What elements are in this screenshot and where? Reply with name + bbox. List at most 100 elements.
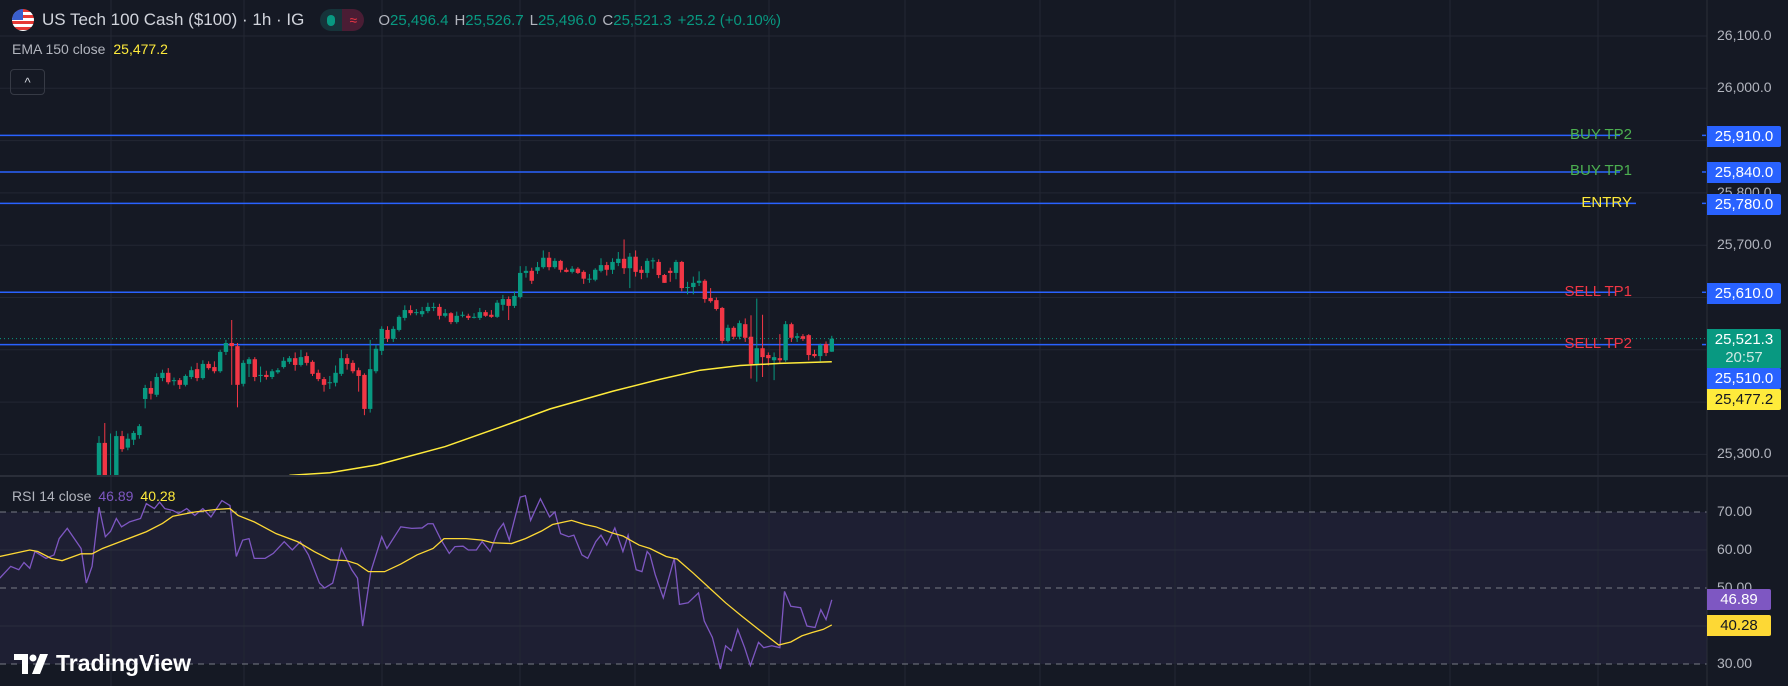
candle-body <box>96 442 102 475</box>
candle-body <box>402 310 408 318</box>
candle-body <box>725 327 731 341</box>
candle-body <box>823 344 829 353</box>
candle-body <box>489 314 494 317</box>
candle-body <box>460 314 465 316</box>
candle-body <box>512 295 517 306</box>
candle-body <box>812 353 817 357</box>
low-label: L <box>529 11 539 29</box>
candle-body <box>818 345 823 357</box>
candle-body <box>373 348 379 372</box>
rsi-legend[interactable]: RSI 14 close 46.89 40.28 <box>12 488 175 504</box>
rsi-label: RSI 14 close <box>12 488 92 504</box>
candle-body <box>777 358 783 361</box>
candle-body <box>223 343 229 352</box>
candle-body <box>252 359 257 377</box>
candle-body <box>639 269 644 273</box>
candle-body <box>154 376 159 395</box>
candle-body <box>829 338 834 352</box>
candle-body <box>523 270 529 273</box>
candle-body <box>794 336 800 338</box>
candle-body <box>800 336 806 339</box>
candle-body <box>339 358 344 374</box>
candle-body <box>546 257 552 268</box>
candle-body <box>766 355 771 359</box>
bar-countdown: 20:57 <box>1725 349 1763 366</box>
candle-body <box>217 351 223 372</box>
price-tag-buy-tp1: 25,840.0 <box>1707 162 1781 183</box>
ohlc-values: O25,496.4 H25,526.7 L25,496.0 C25,521.3 … <box>378 12 781 29</box>
candle-body <box>396 316 402 330</box>
candle-body <box>431 306 436 308</box>
candle-body <box>494 302 500 317</box>
candle-body <box>131 432 136 440</box>
open-value: 25,496.4 <box>390 11 449 29</box>
candle-body <box>275 370 281 373</box>
candle-body <box>183 375 188 385</box>
candle-body <box>575 268 581 273</box>
candle-body <box>241 362 246 384</box>
candle-body <box>754 348 759 364</box>
candle-body <box>367 369 373 409</box>
collapse-legend-button[interactable]: ^ <box>10 69 45 95</box>
candle-body <box>287 358 292 362</box>
ema-legend[interactable]: EMA 150 close 25,477.2 <box>12 41 168 57</box>
candle-body <box>477 312 483 318</box>
candle-body <box>437 306 442 316</box>
candle-body <box>125 438 131 448</box>
rsi-axis-tick: 70.00 <box>1717 503 1753 519</box>
candle-body <box>425 306 431 312</box>
rsi-axis-tick: 60.00 <box>1717 541 1753 557</box>
close-label: C <box>602 11 614 29</box>
candle-body <box>593 269 598 280</box>
ema-label: EMA 150 close <box>12 41 106 57</box>
status-pill[interactable]: ≈ <box>320 9 365 31</box>
candle-body <box>656 261 661 276</box>
ema-price-tag: 25,477.2 <box>1707 389 1781 410</box>
rsi-axis-tick: 30.00 <box>1717 655 1753 671</box>
candle-body <box>552 260 558 268</box>
last-price-value: 25,521.3 <box>1714 331 1774 348</box>
symbol-title[interactable]: US Tech 100 Cash ($100) · 1h · IG <box>42 10 305 29</box>
candle-body <box>644 260 650 273</box>
candle-body <box>246 359 252 364</box>
candle-body <box>166 372 171 383</box>
candle-body <box>298 357 304 365</box>
candle-body <box>535 267 540 271</box>
candle-body <box>362 374 367 409</box>
rsi-ma-value: 40.28 <box>140 488 176 504</box>
candle-body <box>160 372 165 379</box>
level-label-entry: ENTRY <box>1581 194 1632 211</box>
level-label-buy-tp1: BUY TP1 <box>1570 162 1632 179</box>
candle-body <box>171 380 177 382</box>
last-price-tag: 25,521.3 20:57 <box>1707 329 1781 369</box>
price-pane <box>0 134 1707 475</box>
candle-body <box>391 328 396 339</box>
candle-body <box>102 442 107 475</box>
candle-body <box>269 371 275 377</box>
rsi-line <box>0 494 833 670</box>
price-tag-buy-tp2: 25,910.0 <box>1707 126 1781 147</box>
chevron-up-icon: ^ <box>24 74 31 90</box>
candle-body <box>719 307 725 341</box>
candle-body <box>333 372 338 383</box>
candle-body <box>408 310 413 314</box>
candle-body <box>212 367 217 372</box>
candle-body <box>650 260 656 262</box>
candle-body <box>483 312 488 316</box>
rsi-ma-tag: 40.28 <box>1707 615 1771 636</box>
candle-body <box>696 280 702 283</box>
candle-body <box>316 372 321 380</box>
candle-body <box>806 335 811 356</box>
candle-body <box>448 313 454 323</box>
candle-body <box>194 369 200 379</box>
candle-body <box>679 261 684 289</box>
candle-body <box>789 324 794 338</box>
tradingview-logo[interactable]: TradingView <box>14 650 191 677</box>
open-label: O <box>378 11 391 29</box>
candle-body <box>771 357 777 361</box>
rsi-value-tag: 46.89 <box>1707 589 1771 610</box>
price-axis-tick: 26,100.0 <box>1717 27 1772 43</box>
candle-body <box>760 348 765 358</box>
